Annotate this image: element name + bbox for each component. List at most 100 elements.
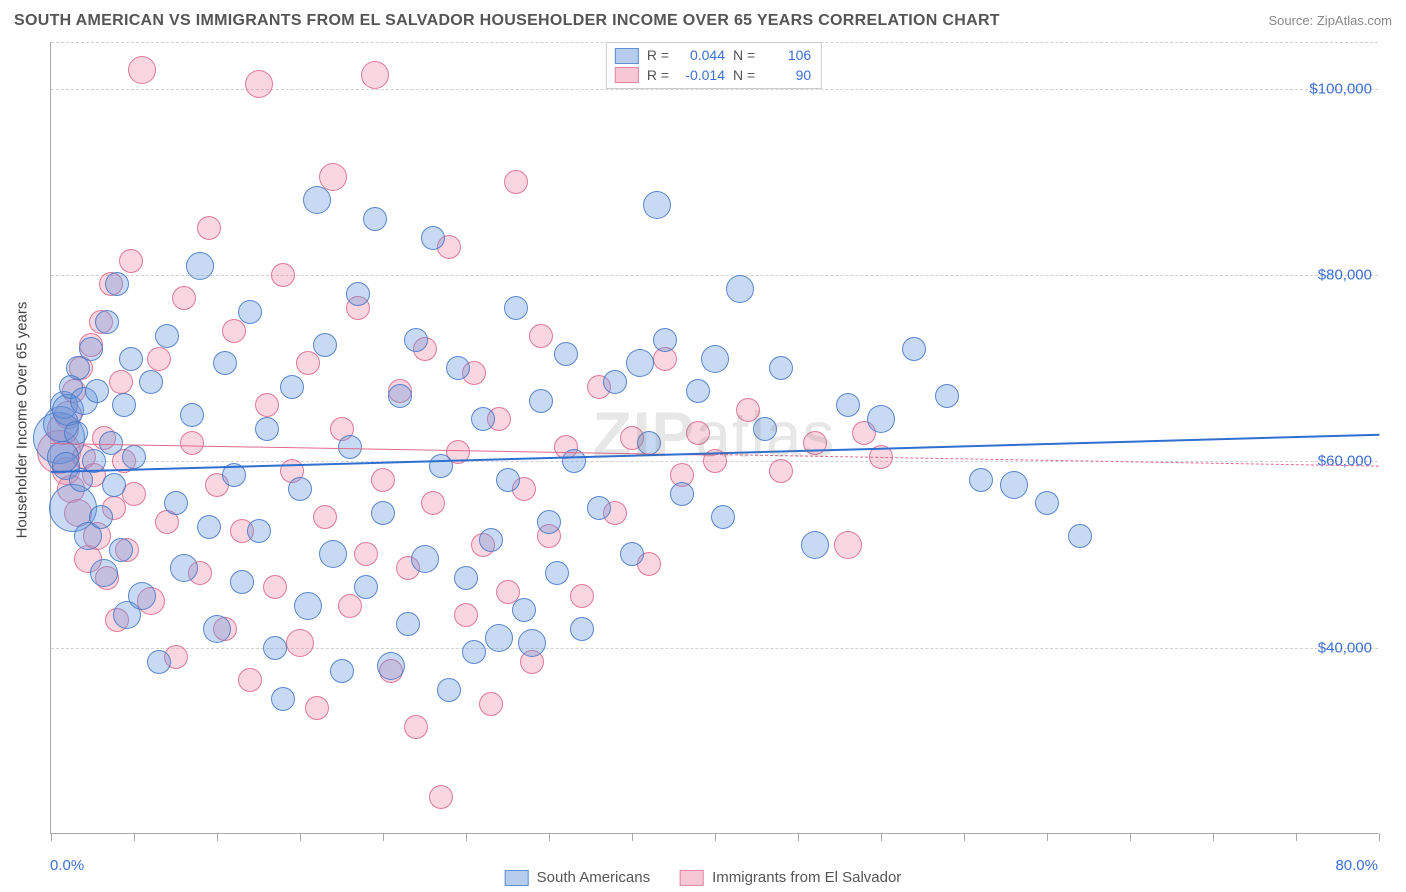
data-point-b [263, 575, 287, 599]
legend-label-a: South Americans [537, 869, 650, 886]
xtick [632, 833, 633, 841]
data-point-b [313, 505, 337, 529]
data-point-a [85, 379, 109, 403]
xtick [964, 833, 965, 841]
data-point-a [139, 370, 163, 394]
data-point-b [222, 319, 246, 343]
data-point-a [496, 468, 520, 492]
xtick [300, 833, 301, 841]
xtick [134, 833, 135, 841]
data-point-a [105, 272, 129, 296]
data-point-b [769, 459, 793, 483]
data-point-a [537, 510, 561, 534]
data-point-a [902, 337, 926, 361]
xaxis-min-label: 0.0% [50, 857, 84, 874]
data-point-a [686, 379, 710, 403]
data-point-b [238, 668, 262, 692]
xtick [466, 833, 467, 841]
data-point-a [643, 191, 671, 219]
data-point-b [504, 170, 528, 194]
data-point-a [587, 496, 611, 520]
data-point-b [197, 216, 221, 240]
data-point-a [170, 554, 198, 582]
data-point-a [411, 545, 439, 573]
yaxis-title: Householder Income Over 65 years [14, 302, 31, 539]
data-point-b [128, 56, 156, 84]
data-point-a [626, 349, 654, 377]
data-point-a [935, 384, 959, 408]
data-point-a [95, 310, 119, 334]
data-point-a [620, 542, 644, 566]
data-point-a [377, 652, 405, 680]
xtick [1213, 833, 1214, 841]
data-point-a [670, 482, 694, 506]
data-point-a [701, 345, 729, 373]
data-point-a [313, 333, 337, 357]
data-point-b [147, 347, 171, 371]
gridline [51, 648, 1378, 649]
xtick [881, 833, 882, 841]
data-point-a [263, 636, 287, 660]
data-point-a [319, 540, 347, 568]
data-point-b [361, 61, 389, 89]
data-point-b [686, 421, 710, 445]
data-point-a [122, 445, 146, 469]
data-point-b [371, 468, 395, 492]
data-point-b [479, 692, 503, 716]
data-point-a [479, 528, 503, 552]
trendline [51, 443, 715, 456]
data-point-a [545, 561, 569, 585]
data-point-a [801, 531, 829, 559]
data-point-a [1068, 524, 1092, 548]
data-point-a [213, 351, 237, 375]
data-point-a [637, 431, 661, 455]
ytick-label: $80,000 [1318, 266, 1372, 283]
xtick [217, 833, 218, 841]
data-point-a [512, 598, 536, 622]
data-point-a [726, 275, 754, 303]
data-point-a [753, 417, 777, 441]
data-point-a [197, 515, 221, 539]
data-point-a [454, 566, 478, 590]
data-point-a [346, 282, 370, 306]
data-point-a [836, 393, 860, 417]
data-point-a [102, 473, 126, 497]
ytick-label: $60,000 [1318, 453, 1372, 470]
data-point-a [280, 375, 304, 399]
data-point-a [867, 405, 895, 433]
data-point-a [371, 501, 395, 525]
legend-label-b: Immigrants from El Salvador [712, 869, 901, 886]
xtick [51, 833, 52, 841]
data-point-b [180, 431, 204, 455]
legend-swatch-a [615, 48, 639, 64]
ytick-label: $100,000 [1309, 80, 1372, 97]
data-point-a [485, 624, 513, 652]
stats-legend: R = 0.044 N = 106 R = -0.014 N = 90 [606, 42, 822, 89]
data-point-a [529, 389, 553, 413]
data-point-a [99, 431, 123, 455]
data-point-a [711, 505, 735, 529]
data-point-a [504, 296, 528, 320]
scatter-plot: $40,000$60,000$80,000$100,000 ZIPatlas R… [50, 42, 1378, 834]
data-point-a [396, 612, 420, 636]
data-point-a [186, 252, 214, 280]
data-point-a [429, 454, 453, 478]
data-point-a [1000, 471, 1028, 499]
data-point-a [203, 615, 231, 643]
data-point-a [388, 384, 412, 408]
data-point-b [834, 531, 862, 559]
data-point-a [363, 207, 387, 231]
series-legend: South Americans Immigrants from El Salva… [505, 869, 902, 886]
xtick [798, 833, 799, 841]
source-citation: Source: ZipAtlas.com [1268, 13, 1392, 28]
xtick [1379, 833, 1380, 841]
data-point-a [255, 417, 279, 441]
data-point-a [147, 650, 171, 674]
xtick [1296, 833, 1297, 841]
data-point-a [238, 300, 262, 324]
xtick [383, 833, 384, 841]
data-point-a [294, 592, 322, 620]
chart-title: SOUTH AMERICAN VS IMMIGRANTS FROM EL SAL… [14, 12, 1000, 30]
data-point-a [155, 324, 179, 348]
data-point-a [271, 687, 295, 711]
